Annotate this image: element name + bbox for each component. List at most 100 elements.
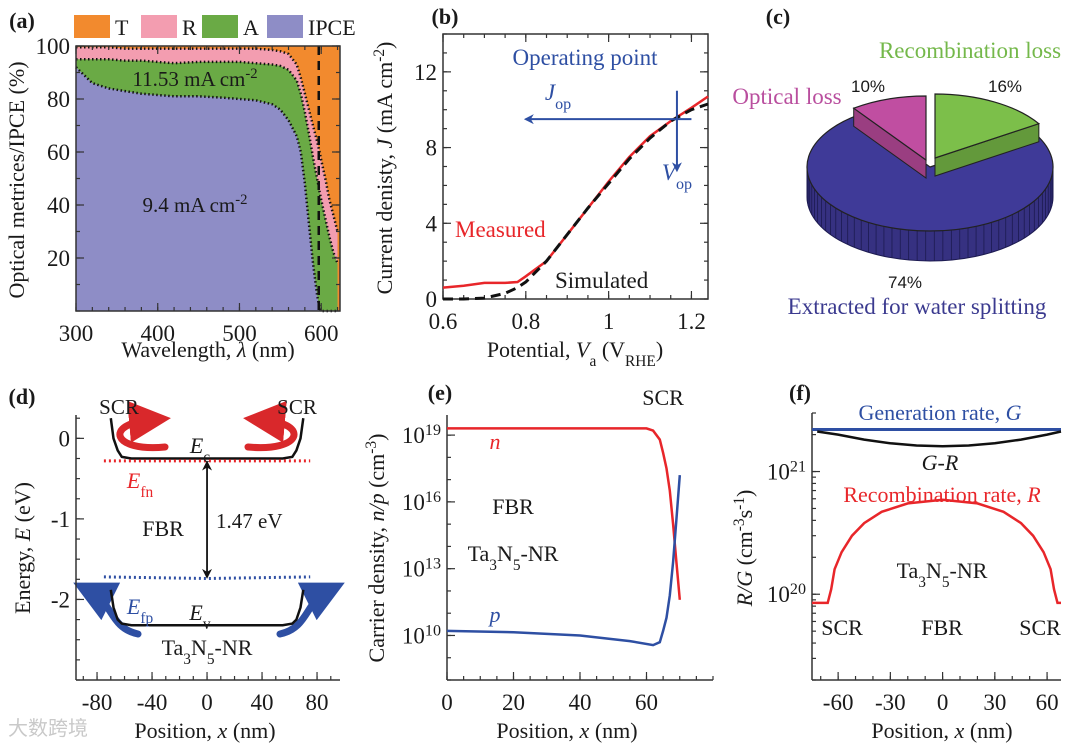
boundary-R: [76, 46, 339, 232]
bandgap-label: 1.47 eV: [216, 509, 283, 533]
x-tick-label: 600: [304, 321, 339, 346]
y-tick-label: 4: [426, 211, 438, 236]
material-label-segment: -NR: [215, 635, 253, 660]
y-tick-label: 0: [426, 287, 438, 312]
legend-label: R: [182, 15, 197, 40]
panel-label: (c): [766, 4, 790, 29]
y-axis-label-segment: E: [10, 527, 35, 542]
y-tick-label: 1021: [767, 458, 806, 485]
y-axis-label-segment: Carrier density,: [364, 522, 389, 663]
material-label-segment: -NR: [950, 558, 988, 583]
y-tick-label: 1010: [402, 622, 441, 649]
x-tick-label: 20: [502, 690, 525, 715]
y-axis-label: R/G (cm-3s-1): [731, 490, 758, 608]
x-tick-label: 400: [140, 321, 175, 346]
series-n: [447, 427, 682, 600]
y-tick-label-segment: 21: [790, 458, 806, 475]
material-label-segment: N: [926, 558, 942, 583]
x-axis-label-segment: Position,: [496, 718, 579, 743]
electron-flow-left-arrow-icon: [116, 400, 171, 452]
x-axis-label-segment: Position,: [871, 718, 954, 743]
x-tick-label: -80: [82, 690, 113, 715]
legend-swatch-IPCE: [267, 15, 303, 38]
optical-loss-label: Optical loss: [732, 84, 841, 109]
band-efp: [103, 575, 311, 581]
annotation-absorbed-current-segment: -2: [245, 66, 257, 82]
y-tick-label-segment: 10: [402, 423, 425, 448]
y-axis-label-segment: R/G: [732, 571, 757, 608]
watermark: 大数跨境: [8, 717, 88, 740]
ec-label-segment: E: [189, 433, 204, 458]
recombination-rate-label-segment: Recombination rate,: [843, 482, 1027, 507]
y-tick-label: 80: [47, 87, 70, 112]
x-tick-label: 40: [251, 690, 274, 715]
x-tick-label: 30: [983, 690, 1006, 715]
material-label: Ta3N5-NR: [468, 541, 559, 574]
legend-label: IPCE: [308, 15, 356, 40]
material-label-segment: Ta: [468, 541, 490, 566]
hole-flow-left-arrow-icon: [73, 582, 142, 638]
band-ev: [109, 589, 305, 627]
annotation-absorbed-current: 11.53 mA cm-2: [132, 66, 257, 91]
material-label-segment: 3: [489, 557, 497, 574]
material-label-segment: 5: [207, 651, 215, 668]
x-axis-label: Wavelength, λ (nm): [121, 337, 294, 362]
panel-label: (a): [9, 8, 35, 33]
p-label: p: [488, 602, 501, 627]
y-tick-label-segment: 19: [425, 422, 441, 439]
legend-swatch-R: [141, 15, 177, 38]
simulated-label: Simulated: [555, 268, 649, 293]
material-label-segment: Ta: [897, 558, 919, 583]
x-axis-label-segment: x: [579, 718, 590, 743]
series-p: [446, 475, 682, 647]
x-axis-label: Position, x (nm): [871, 718, 1012, 743]
y-axis-label-segment: Optical metrices/IPCE (%): [4, 61, 29, 298]
y-axis-label-segment: (cm: [732, 531, 757, 571]
efp-label-segment: E: [126, 594, 141, 619]
material-label: Ta3N5-NR: [897, 558, 988, 591]
x-tick-label: 40: [569, 690, 592, 715]
x-tick-label: 1.2: [677, 309, 706, 334]
recombination-rate-label-segment: R: [1026, 482, 1041, 507]
y-tick-label: 12: [414, 60, 437, 85]
x-axis-label-segment: (V: [596, 337, 625, 362]
area-IPCE: [76, 67, 338, 311]
j-op-label-segment: J: [545, 80, 557, 105]
efp-label-segment: fp: [140, 610, 153, 627]
y-tick-label: -2: [51, 587, 70, 612]
pie-slice: [852, 95, 927, 162]
y-tick-label-segment: 10: [425, 622, 441, 639]
fbr-label: FBR: [142, 516, 184, 541]
panel-label: (e): [428, 380, 452, 405]
y-tick-label: 1013: [402, 555, 441, 582]
annotation-absorbed-current-segment: 11.53 mA cm: [132, 67, 245, 91]
j-op-label: Jop: [545, 80, 571, 113]
x-axis-label-segment: Wavelength,: [121, 337, 237, 362]
scr-left-label: SCR: [99, 395, 139, 419]
series-g-minus-r: [817, 430, 1062, 448]
x-tick-label: 0: [201, 690, 213, 715]
y-axis-label-segment: Current denisty,: [372, 149, 397, 295]
annotation-ipce-current-segment: -2: [235, 192, 247, 208]
x-axis-label: Position, x (nm): [496, 718, 637, 743]
x-axis-label-segment: λ: [236, 337, 247, 362]
x-axis-label-segment: Position,: [134, 718, 217, 743]
y-tick-label-segment: 10: [767, 582, 790, 607]
extracted-label: Extracted for water splitting: [788, 294, 1047, 319]
x-axis-label-segment: a: [589, 353, 596, 370]
y-tick-label-segment: 20: [790, 581, 806, 598]
y-tick-label: 1019: [402, 422, 441, 449]
material-label-segment: 3: [183, 651, 191, 668]
y-axis-label-segment: J: [372, 138, 397, 149]
y-tick-label-segment: 10: [767, 460, 790, 485]
operating-point-label: Operating point: [513, 45, 659, 70]
x-axis-label-segment: RHE: [625, 353, 656, 370]
x-tick-label: -60: [823, 690, 854, 715]
boundary-A: [76, 58, 339, 264]
x-axis-label-segment: V: [576, 337, 592, 362]
efp-label: Efp: [126, 594, 154, 627]
generation-rate-label-segment: G: [1006, 400, 1022, 425]
